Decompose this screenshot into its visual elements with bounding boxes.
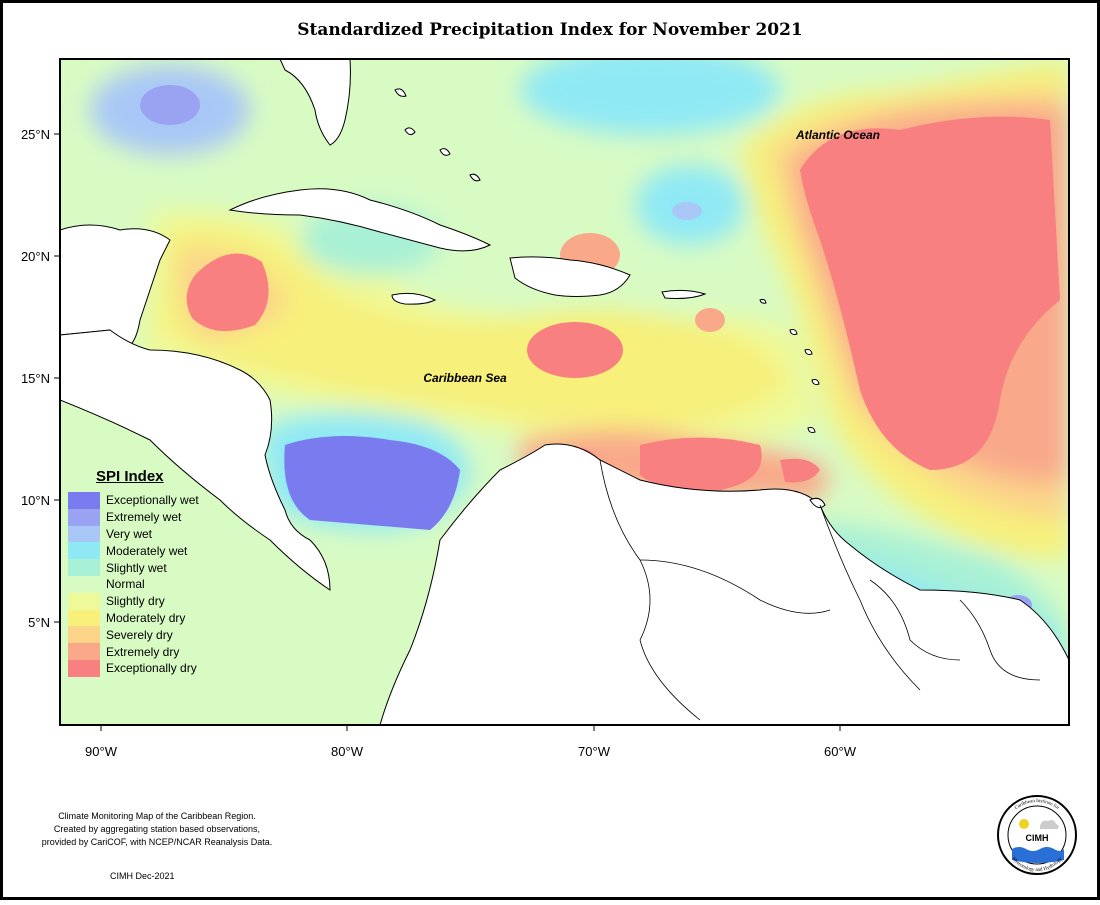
legend-item: Exceptionally wet: [68, 492, 228, 509]
legend-title: SPI Index: [96, 468, 164, 485]
credits-line: Created by aggregating station based obs…: [53, 824, 261, 834]
axis-ticks: [54, 133, 841, 731]
legend-label: Moderately dry: [106, 610, 186, 625]
cimh-logo: CIMH Caribbean Institute for Meteorology…: [997, 795, 1077, 875]
legend-label: Exceptionally wet: [106, 493, 199, 508]
legend-swatch: [68, 575, 100, 593]
atlantic-ocean-label: Atlantic Ocean: [795, 128, 880, 142]
legend-swatch: [68, 525, 100, 543]
land-outlines: [60, 59, 1069, 725]
caribbean-sea-label: Caribbean Sea: [423, 371, 507, 385]
credits-line: Climate Monitoring Map of the Caribbean …: [58, 811, 256, 821]
legend-item: Slightly wet: [68, 559, 228, 576]
legend-swatch: [68, 626, 100, 644]
legend-swatch: [68, 559, 100, 576]
legend-label: Slightly dry: [106, 594, 165, 609]
sun-icon: [1019, 819, 1029, 829]
x-tick-label: 70°W: [578, 744, 611, 759]
legend-label: Moderately wet: [106, 543, 188, 558]
cloud-icon: [1040, 820, 1059, 829]
legend-items: Exceptionally wet Extremely wet Very wet Mo…: [68, 492, 228, 677]
y-tick-label: 25°N: [21, 127, 50, 142]
legend-item: Severely dry: [68, 626, 228, 644]
y-tick-label: 20°N: [21, 249, 50, 264]
legend-label: Extremely wet: [106, 510, 182, 525]
credits-line: provided by CariCOF, with NCEP/NCAR Rean…: [41, 837, 273, 847]
legend-label: Very wet: [106, 526, 153, 541]
legend-item: Moderately wet: [68, 542, 228, 560]
legend-label: Exceptionally dry: [106, 661, 197, 676]
date-note: CIMH Dec-2021: [110, 871, 175, 881]
x-tick-label: 80°W: [331, 744, 364, 759]
x-tick-label: 60°W: [824, 744, 857, 759]
legend-item: Very wet: [68, 525, 228, 543]
spi-field: [60, 59, 1069, 725]
map-title: Standardized Precipitation Index for Nov…: [297, 20, 803, 40]
map-frame: [59, 58, 1070, 726]
legend-label: Slightly wet: [106, 560, 167, 575]
spi-legend: SPI Index Exceptionally wet Extremely wet…: [68, 468, 228, 677]
legend-item: Moderately dry: [68, 609, 228, 627]
y-tick-label: 15°N: [21, 371, 50, 386]
legend-swatch: [68, 609, 100, 627]
logo-text: CIMH: [1026, 833, 1049, 843]
legend-swatch: [68, 492, 100, 509]
legend-label: Normal: [106, 577, 145, 592]
legend-item: Normal: [68, 575, 228, 593]
legend-item: Extremely dry: [68, 643, 228, 660]
legend-swatch: [68, 542, 100, 560]
legend-swatch: [68, 508, 100, 526]
legend-item: Slightly dry: [68, 592, 228, 610]
legend-item: Exceptionally dry: [68, 659, 228, 677]
legend-item: Extremely wet: [68, 508, 228, 526]
credits: Climate Monitoring Map of the Caribbean …: [22, 810, 292, 849]
wave-icon: [1012, 847, 1064, 863]
legend-swatch: [68, 643, 100, 660]
legend-swatch: [68, 592, 100, 610]
x-tick-label: 90°W: [85, 744, 118, 759]
y-tick-label: 5°N: [28, 615, 50, 630]
legend-swatch: [68, 659, 100, 677]
border-lines: [599, 459, 1041, 721]
legend-label: Severely dry: [106, 627, 173, 642]
y-tick-label: 10°N: [21, 493, 50, 508]
legend-label: Extremely dry: [106, 644, 180, 659]
